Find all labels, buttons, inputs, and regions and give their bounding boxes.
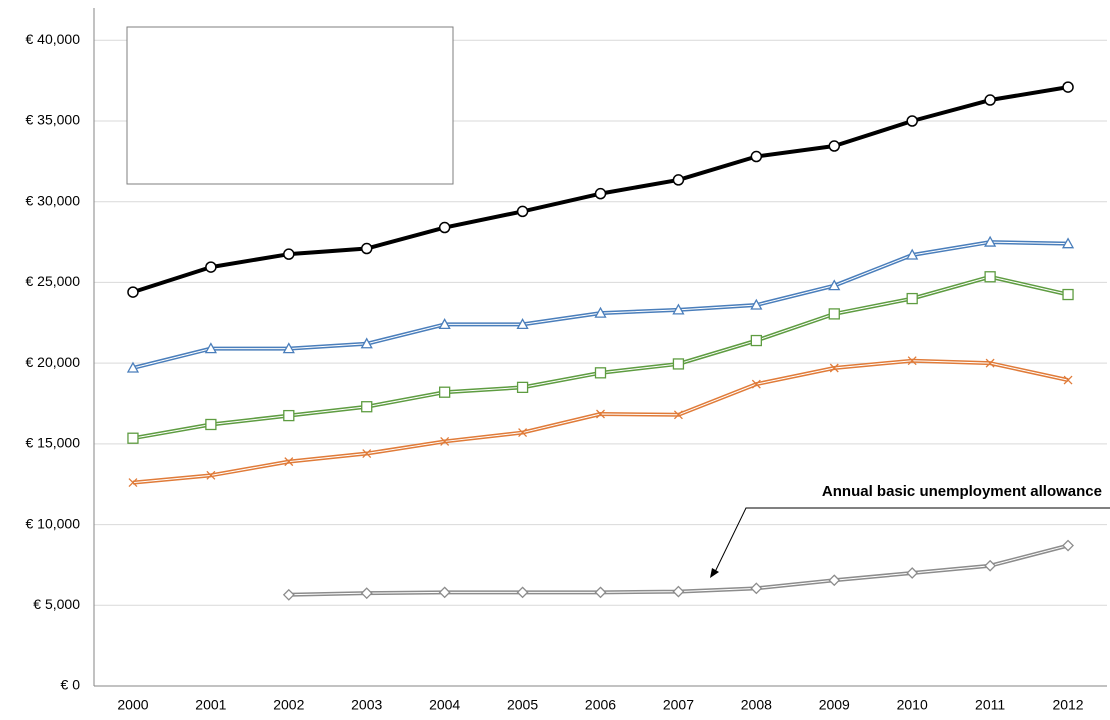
data-point — [360, 337, 373, 349]
data-point — [750, 298, 763, 310]
data-point — [438, 221, 451, 234]
data-point — [516, 381, 529, 394]
x-tick-label: 2004 — [429, 697, 460, 713]
data-point — [284, 457, 294, 467]
data-point — [906, 292, 918, 305]
legend-box — [126, 26, 454, 185]
y-tick-label: € 25,000 — [26, 273, 81, 289]
data-point — [1062, 81, 1074, 93]
data-point — [672, 585, 685, 598]
data-point — [672, 358, 685, 370]
data-point — [750, 334, 762, 347]
data-point — [518, 428, 528, 438]
data-point — [126, 361, 140, 373]
x-tick-label: 2008 — [741, 697, 772, 713]
data-point — [594, 306, 607, 318]
series-line-inner — [132, 241, 1069, 369]
data-point — [750, 582, 763, 595]
y-tick-label: € 5,000 — [33, 596, 80, 612]
data-point — [127, 432, 139, 444]
x-tick-label: 2002 — [273, 697, 304, 713]
series-line-inner — [132, 360, 1069, 484]
data-point — [360, 587, 373, 600]
data-point — [985, 358, 995, 368]
data-point — [1063, 375, 1073, 385]
data-point — [828, 308, 840, 320]
data-point — [361, 401, 373, 413]
x-tick-label: 2000 — [117, 697, 148, 713]
y-tick-label: € 0 — [61, 677, 81, 693]
data-point — [828, 574, 841, 587]
data-point — [1061, 237, 1075, 249]
x-tick-label: 2012 — [1052, 697, 1083, 713]
data-point — [984, 271, 996, 283]
y-tick-label: € 20,000 — [26, 354, 81, 370]
x-tick-label: 2009 — [819, 697, 850, 713]
data-point — [205, 261, 217, 273]
data-point — [594, 586, 607, 599]
x-tick-label: 2011 — [975, 697, 1005, 713]
data-point — [829, 363, 839, 373]
x-tick-label: 2007 — [663, 697, 694, 713]
data-point — [1062, 288, 1074, 301]
x-tick-label: 2006 — [585, 697, 616, 713]
data-point — [750, 150, 763, 163]
data-point — [907, 356, 917, 366]
y-tick-label: € 40,000 — [26, 31, 81, 47]
data-point — [594, 187, 607, 200]
data-point — [906, 248, 919, 260]
data-point — [906, 115, 918, 127]
data-point — [440, 436, 450, 446]
data-point — [204, 342, 217, 354]
x-tick-label: 2005 — [507, 697, 538, 713]
data-point — [516, 318, 529, 330]
data-point — [516, 205, 529, 218]
annotation: Annual basic unemployment allowance — [822, 483, 1102, 500]
data-point — [362, 449, 372, 459]
y-tick-label: € 35,000 — [26, 112, 81, 128]
data-point — [672, 174, 685, 186]
annotation-arrow — [713, 507, 1110, 575]
data-point — [439, 386, 451, 398]
x-tick-label: 2003 — [351, 697, 382, 713]
arrow-head — [710, 568, 719, 578]
data-point — [828, 140, 841, 152]
y-tick-label: € 30,000 — [26, 192, 81, 208]
data-point — [206, 470, 216, 480]
data-point — [594, 367, 607, 379]
data-point — [283, 409, 295, 422]
data-point — [282, 342, 295, 354]
x-tick-label: 2001 — [195, 697, 226, 713]
data-point — [127, 286, 139, 298]
data-point — [751, 379, 761, 389]
data-point — [596, 409, 605, 419]
data-point — [205, 418, 217, 431]
data-point — [360, 242, 373, 255]
data-point — [128, 478, 138, 488]
data-point — [1062, 539, 1074, 552]
data-point — [672, 303, 685, 315]
data-point — [282, 588, 295, 601]
x-tick-label: 2010 — [897, 697, 928, 713]
data-point — [984, 559, 997, 572]
data-point — [438, 586, 451, 599]
y-tick-label: € 15,000 — [26, 435, 81, 451]
data-point — [984, 235, 997, 247]
data-point — [673, 410, 683, 420]
data-point — [984, 94, 996, 106]
data-point — [906, 567, 919, 579]
y-tick-label: € 10,000 — [26, 515, 81, 531]
data-point — [516, 586, 529, 599]
data-point — [828, 279, 841, 291]
data-point — [283, 248, 295, 260]
data-point — [438, 318, 451, 330]
